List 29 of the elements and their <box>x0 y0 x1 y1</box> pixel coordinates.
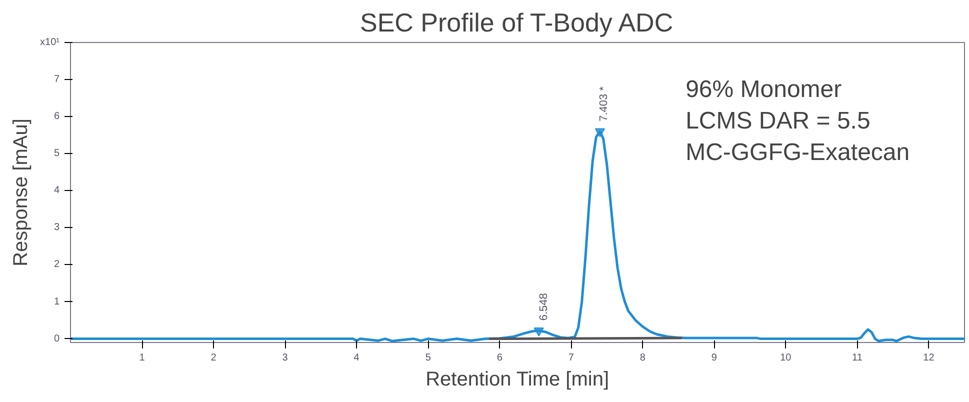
x-tick-label: 5 <box>425 352 432 364</box>
y-axis-title: Response [mAu] <box>10 118 32 266</box>
y-tick-label: 1 <box>54 296 60 308</box>
x-tick-label: 11 <box>852 352 863 364</box>
annotation: 96% Monomer <box>686 76 842 103</box>
x-tick-label: 4 <box>354 352 360 364</box>
y-tick-label: 2 <box>54 259 60 270</box>
x-tick-label: 8 <box>640 352 646 364</box>
x-axis-title: Retention Time [min] <box>426 368 610 390</box>
x-tick-label: 3 <box>282 352 288 364</box>
y-tick-label: 3 <box>54 222 60 234</box>
x-tick-label: 9 <box>711 352 718 364</box>
y-tick-label: 0 <box>54 333 60 344</box>
annotation: 6.548 <box>538 293 550 321</box>
x-tick-label: 1 <box>139 352 146 364</box>
y-tick-label: 6 <box>54 111 60 122</box>
x-tick-label: 2 <box>210 352 217 364</box>
annotation: 7.403 * <box>598 86 610 122</box>
annotation: MC-GGFG-Exatecan <box>686 138 910 166</box>
annotation: LCMS DAR = 5.5 <box>686 107 870 134</box>
x-tick-label: 6 <box>496 352 503 364</box>
chart-title: SEC Profile of T-Body ADC <box>360 8 674 38</box>
y-tick-label: 7 <box>54 74 60 86</box>
y-tick-label: 5 <box>54 148 60 160</box>
y-tick-label: x10¹ <box>40 37 60 48</box>
y-tick-label: 4 <box>54 185 60 196</box>
x-tick-label: 7 <box>568 352 574 364</box>
x-tick-label: 10 <box>780 352 792 364</box>
x-tick-label: 12 <box>923 352 935 364</box>
